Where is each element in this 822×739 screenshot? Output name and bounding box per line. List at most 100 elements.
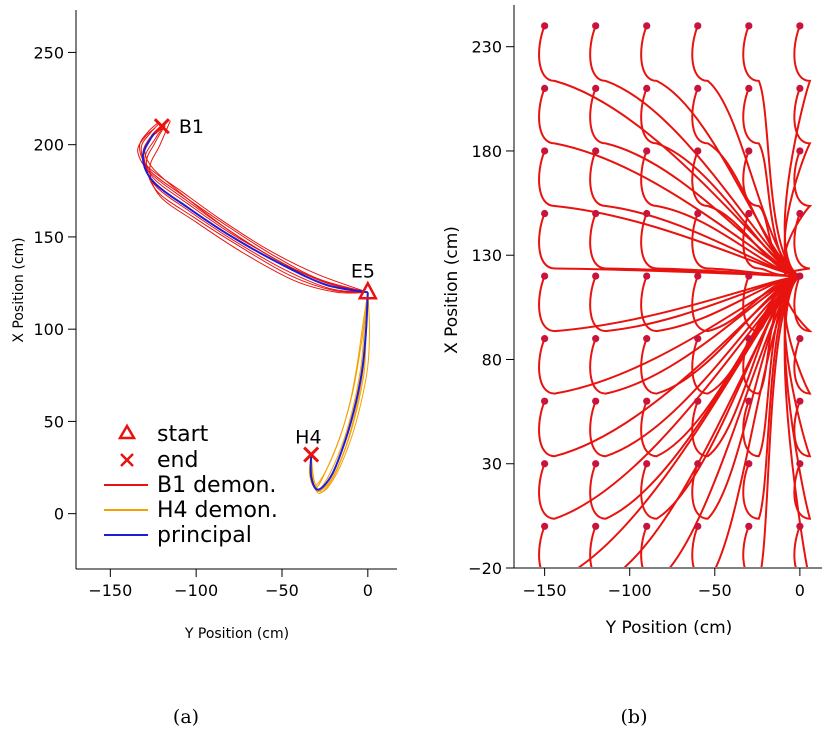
- trajectory-line: [742, 275, 801, 458]
- start-point-dot: [796, 522, 804, 530]
- start-point-dot: [541, 522, 549, 530]
- start-point-dot: [541, 22, 549, 30]
- panel-b: −20 30 80 130 180 230 −150 −100 −50 0 Y Position…: [442, 5, 822, 728]
- start-point-dot: [643, 335, 651, 343]
- trajectory-line: [691, 275, 801, 333]
- trajectory-line: [783, 88, 812, 278]
- panel-b-x-ticks: −150 −100 −50 0: [523, 568, 805, 600]
- panel-a-x-tick-label: −150: [88, 581, 132, 600]
- trajectory-line: [742, 150, 801, 278]
- end-marker: [303, 446, 320, 463]
- trajectory-line: [538, 25, 801, 278]
- start-point-dot: [694, 272, 702, 280]
- start-point-dot: [643, 22, 651, 30]
- b1-demonstration-line: [145, 127, 368, 293]
- start-point-dot: [694, 147, 702, 155]
- trajectory-line: [640, 275, 801, 333]
- b1-demonstration-line: [144, 125, 368, 293]
- panel-a-y-axis-label: X Position (cm): [11, 237, 27, 342]
- panel-a-y-ticks: 0 50 100 150 200 250: [33, 43, 76, 524]
- legend-start-label: start: [157, 422, 209, 447]
- start-point-dot: [745, 335, 753, 343]
- trajectory-line: [742, 88, 801, 278]
- start-point-dot: [643, 397, 651, 405]
- panel-b-y-tick-label: 130: [471, 246, 502, 265]
- panel-a-y-tick-label: 50: [44, 412, 64, 431]
- start-point-dot: [796, 84, 804, 93]
- legend-start-entry: start: [117, 422, 209, 447]
- panel-a-legend: start end B1 demon. H4 demon. principal: [104, 422, 278, 548]
- b1-demonstration-line: [138, 122, 368, 293]
- panel-b-caption: (b): [621, 706, 648, 728]
- start-marker: [357, 280, 378, 300]
- panel-a-x-tick-label: −100: [174, 581, 218, 600]
- start-point-dot: [796, 335, 804, 343]
- point-annotation: H4: [295, 427, 321, 449]
- panel-b-x-axis-label: Y Position (cm): [605, 618, 733, 638]
- start-point-dot: [745, 397, 753, 405]
- trajectory-line: [589, 150, 801, 278]
- start-point-dot: [796, 209, 804, 218]
- panel-b-y-tick-label: 180: [471, 142, 502, 161]
- panel-a-x-ticks: −150 −100 −50 0: [88, 569, 373, 600]
- panel-a-x-axis-label: Y Position (cm): [184, 626, 289, 642]
- start-point-dot: [643, 522, 651, 530]
- panel-b-y-tick-label: 230: [471, 38, 502, 57]
- panel-b-start-points: [541, 22, 804, 530]
- panel-a: 0 50 100 150 200 250 −150 −100 −50 0 Y Position …: [11, 10, 397, 728]
- start-point-dot: [643, 209, 651, 218]
- trajectory-line: [783, 275, 812, 520]
- trajectory-line: [783, 150, 813, 278]
- trajectory-line: [538, 88, 801, 278]
- start-point-dot: [592, 22, 600, 30]
- start-point-dot: [592, 397, 600, 405]
- start-point-dot: [541, 84, 549, 93]
- panel-b-x-tick-label: −50: [698, 581, 732, 600]
- legend-h4-entry: H4 demon.: [104, 498, 278, 523]
- start-point-dot: [694, 522, 702, 530]
- trajectory-line: [538, 150, 801, 278]
- start-point-dot: [541, 147, 549, 155]
- panel-a-y-tick-label: 0: [54, 505, 64, 524]
- legend-end-entry: end: [120, 448, 198, 473]
- start-point-dot: [796, 272, 804, 280]
- start-point-dot: [745, 22, 753, 30]
- b1-demonstration-line: [140, 122, 368, 293]
- start-point-dot: [745, 84, 753, 93]
- panel-b-y-ticks: −20 30 80 130 180 230: [468, 38, 514, 578]
- start-point-dot: [694, 397, 702, 405]
- start-point-dot: [796, 397, 804, 405]
- panel-a-caption: (a): [173, 706, 199, 728]
- start-point-dot: [745, 272, 753, 280]
- principal-trajectory: [141, 125, 368, 294]
- start-point-dot: [643, 147, 651, 155]
- start-point-dot: [643, 272, 651, 280]
- start-point-dot: [541, 209, 549, 218]
- trajectory-line: [742, 25, 801, 278]
- panel-a-y-tick-label: 250: [33, 43, 64, 62]
- start-point-dot: [592, 147, 600, 155]
- start-point-dot: [694, 84, 702, 93]
- start-point-dot: [643, 460, 651, 468]
- trajectory-line: [691, 275, 801, 395]
- b1-demonstration-line: [149, 120, 368, 294]
- start-point-dot: [796, 460, 804, 468]
- panel-b-y-tick-label: 30: [482, 455, 502, 474]
- legend-end-x-icon: [120, 453, 134, 467]
- panel-b-x-tick-label: −100: [608, 581, 652, 600]
- start-point-dot: [541, 272, 549, 280]
- trajectory-line: [691, 88, 801, 278]
- start-point-dot: [745, 147, 753, 155]
- b1-demonstration-line: [144, 124, 368, 293]
- panel-b-y-tick-label: 80: [482, 350, 502, 369]
- trajectory-line: [691, 275, 801, 520]
- panel-a-annotations: B1 E5 H4: [179, 116, 375, 448]
- panel-b-x-tick-label: −150: [523, 581, 567, 600]
- start-point-dot: [592, 460, 600, 468]
- start-point-dot: [592, 522, 600, 530]
- h4-demonstration-line: [310, 292, 369, 493]
- legend-h4-label: H4 demon.: [157, 498, 278, 523]
- principal-trajectory: [309, 292, 369, 491]
- trajectory-line: [691, 213, 800, 278]
